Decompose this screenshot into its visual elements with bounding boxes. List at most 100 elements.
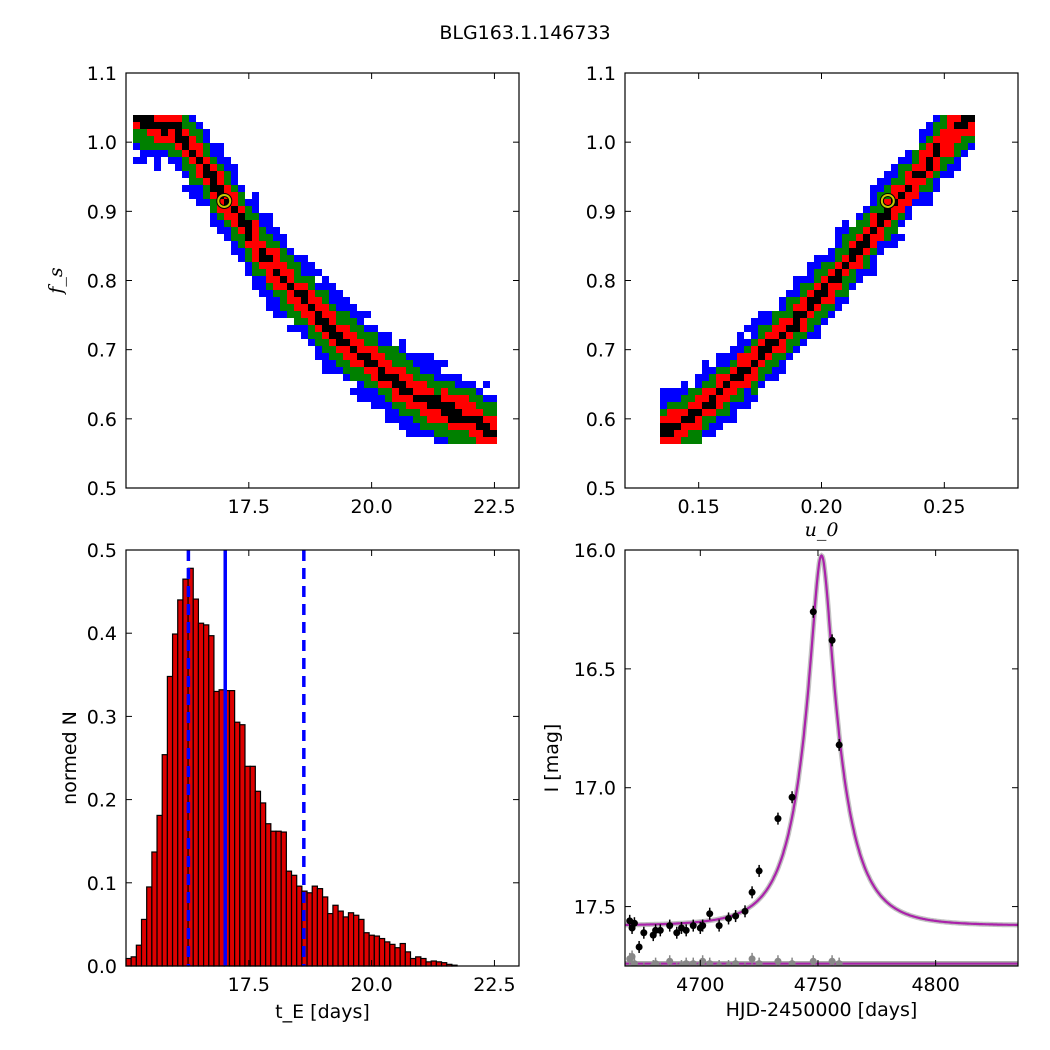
likelihood-cell (870, 234, 877, 241)
likelihood-cell (856, 276, 863, 283)
likelihood-cell (329, 290, 336, 297)
data-point (689, 922, 697, 930)
likelihood-cell (154, 143, 161, 150)
likelihood-cell (147, 143, 154, 150)
likelihood-cell (266, 276, 273, 283)
residual-point (636, 979, 643, 986)
likelihood-cell (695, 388, 702, 395)
likelihood-cell (420, 395, 427, 402)
likelihood-cell (933, 157, 940, 164)
likelihood-cell (210, 199, 217, 206)
likelihood-cell (863, 206, 870, 213)
likelihood-cell (870, 248, 877, 255)
likelihood-cell (933, 185, 940, 192)
likelihood-cell (294, 318, 301, 325)
likelihood-cell (730, 395, 737, 402)
likelihood-cell (357, 318, 364, 325)
likelihood-cell (357, 325, 364, 332)
y-tick-label: 17.0 (574, 778, 616, 800)
data-point (748, 888, 756, 896)
likelihood-cell (427, 388, 434, 395)
likelihood-cell (863, 262, 870, 269)
likelihood-cell (140, 129, 147, 136)
likelihood-cell (329, 367, 336, 374)
likelihood-cell (891, 241, 898, 248)
likelihood-cell (294, 311, 301, 318)
likelihood-cell (336, 311, 343, 318)
histogram-bar (192, 598, 200, 967)
likelihood-cell (315, 325, 322, 332)
likelihood-cell (695, 402, 702, 409)
x-tick-label: 0.15 (678, 496, 720, 518)
likelihood-cell (758, 332, 765, 339)
likelihood-cell (273, 234, 280, 241)
likelihood-cell (891, 171, 898, 178)
likelihood-cell (189, 136, 196, 143)
likelihood-cell (695, 374, 702, 381)
likelihood-cell (940, 143, 947, 150)
confidence-cells (660, 115, 975, 444)
likelihood-cell (280, 290, 287, 297)
likelihood-cell (259, 248, 266, 255)
likelihood-cell (315, 332, 322, 339)
residual-point (706, 960, 714, 966)
likelihood-cell (856, 220, 863, 227)
likelihood-cell (772, 318, 779, 325)
likelihood-cell (870, 199, 877, 206)
histogram-bar (259, 802, 267, 967)
likelihood-cell (744, 388, 751, 395)
likelihood-cell (385, 353, 392, 360)
likelihood-cell (737, 395, 744, 402)
likelihood-cell (891, 185, 898, 192)
likelihood-cell (863, 220, 870, 227)
likelihood-cell (821, 269, 828, 276)
residual-point (666, 957, 674, 965)
likelihood-cell (350, 332, 357, 339)
likelihood-cell (709, 395, 716, 402)
likelihood-cell (856, 227, 863, 234)
likelihood-cell (203, 143, 210, 150)
likelihood-cell (287, 283, 294, 290)
likelihood-cell (378, 395, 385, 402)
likelihood-cell (238, 199, 245, 206)
likelihood-cell (434, 416, 441, 423)
likelihood-cell (462, 402, 469, 409)
likelihood-cell (336, 297, 343, 304)
likelihood-cell (196, 143, 203, 150)
likelihood-cell (448, 381, 455, 388)
likelihood-cell (476, 409, 483, 416)
x-tick-label: 22.5 (473, 496, 515, 518)
likelihood-cell (364, 339, 371, 346)
likelihood-cell (266, 290, 273, 297)
data-point (809, 608, 817, 616)
likelihood-cell (476, 388, 483, 395)
likelihood-cell (336, 332, 343, 339)
likelihood-cell (709, 409, 716, 416)
likelihood-cell (364, 311, 371, 318)
residual-point (689, 960, 697, 966)
likelihood-cell (730, 388, 737, 395)
likelihood-cell (147, 129, 154, 136)
likelihood-cell (217, 171, 224, 178)
likelihood-cell (420, 416, 427, 423)
likelihood-cell (420, 381, 427, 388)
likelihood-cell (455, 388, 462, 395)
likelihood-cell (336, 290, 343, 297)
likelihood-cell (434, 388, 441, 395)
likelihood-cell (371, 395, 378, 402)
likelihood-cell (315, 311, 322, 318)
likelihood-cell (434, 374, 441, 381)
likelihood-cell (294, 255, 301, 262)
likelihood-cell (434, 437, 441, 444)
likelihood-cell (308, 283, 315, 290)
likelihood-cell (231, 171, 238, 178)
likelihood-cell (807, 332, 814, 339)
likelihood-cell (723, 360, 730, 367)
likelihood-cell (322, 339, 329, 346)
likelihood-cell (940, 122, 947, 129)
likelihood-cell (273, 304, 280, 311)
likelihood-cell (357, 353, 364, 360)
likelihood-cell (483, 402, 490, 409)
likelihood-cell (343, 346, 350, 353)
likelihood-cell (161, 122, 168, 129)
